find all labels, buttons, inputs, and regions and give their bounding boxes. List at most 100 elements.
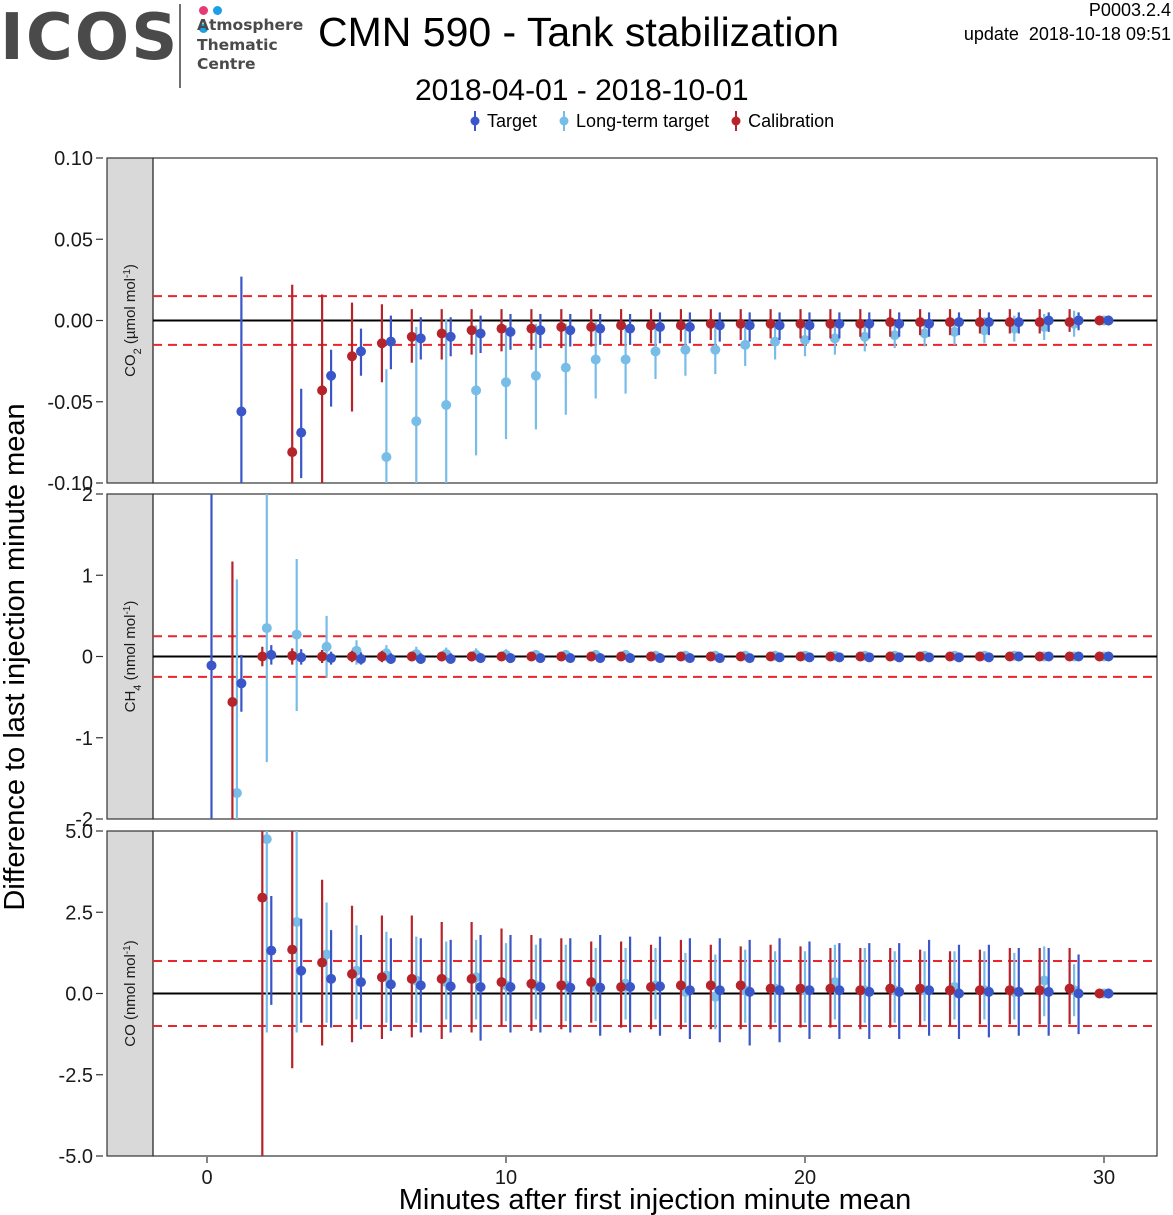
target-point: [236, 678, 247, 689]
target-point: [326, 653, 337, 664]
target-point: [834, 985, 845, 996]
logo-dots: [199, 2, 239, 33]
calibration-point: [227, 697, 238, 707]
strip-label: CO (nmol mol-1): [122, 940, 140, 1046]
target-point: [535, 982, 546, 992]
calibration-point: [436, 328, 447, 339]
target-point: [654, 653, 665, 664]
target-point: [326, 973, 337, 984]
calibration-point: [496, 651, 507, 662]
target-point: [445, 331, 456, 342]
calibration-point: [825, 983, 836, 994]
calibration-point: [915, 317, 926, 328]
calibration-point: [765, 651, 776, 662]
calibration-point: [556, 651, 567, 662]
calibration-point: [885, 651, 896, 662]
panel-plot-area: [153, 494, 1157, 819]
calibration-point: [257, 651, 268, 662]
long-term-target-point: [501, 377, 511, 388]
calibration-point: [317, 651, 328, 662]
calibration-point: [1004, 317, 1015, 328]
strip-label: CO2 (µmol mol-1): [122, 264, 145, 377]
long-term-target-point: [261, 834, 272, 845]
target-point: [266, 945, 277, 956]
calibration-point: [1034, 317, 1045, 328]
panel-plot-area: [153, 276, 1157, 483]
long-term-target-point: [291, 629, 302, 640]
calibration-point: [466, 651, 477, 662]
target-point: [1073, 315, 1084, 326]
long-term-target-point: [650, 346, 661, 357]
target-point: [385, 979, 396, 990]
target-point: [744, 653, 755, 664]
calibration-point: [317, 957, 328, 968]
calibration-point: [1034, 651, 1045, 662]
strip-label-part: -1: [122, 269, 133, 278]
target-point: [804, 320, 815, 331]
target-point: [1013, 651, 1024, 662]
long-term-target-point: [800, 335, 810, 345]
panel-2: CO (nmol mol-1) -5.0 -2.5 0.0 2.5 5.0: [59, 821, 1158, 1168]
x-tick-label: 20: [794, 1167, 816, 1189]
target-point: [236, 406, 247, 417]
long-term-target-point: [441, 400, 452, 410]
target-point: [415, 333, 426, 344]
target-point: [475, 328, 486, 339]
chart-subtitle: 2018-04-01 - 2018-10-01: [415, 74, 749, 107]
calibration-point: [556, 980, 567, 991]
logo-subtitle: Atmosphere Thematic Centre: [197, 16, 304, 73]
target-point: [774, 320, 785, 331]
calibration-point: [705, 651, 716, 662]
long-term-target-point: [620, 354, 631, 365]
target-point: [445, 653, 456, 664]
calibration-point: [287, 447, 298, 458]
target-point: [445, 981, 456, 992]
calibration-point: [496, 323, 507, 334]
target-point: [206, 660, 217, 671]
calibration-point: [675, 651, 686, 662]
target-point: [625, 653, 636, 664]
calibration-point: [915, 983, 926, 994]
target-point: [654, 981, 665, 992]
calibration-point: [586, 651, 597, 662]
calibration-point: [974, 651, 985, 662]
strip-label-part: ): [122, 940, 139, 945]
target-point: [774, 985, 785, 996]
calibration-point: [765, 983, 776, 994]
calibration-point: [825, 318, 836, 329]
calibration-point: [974, 985, 985, 996]
y-tick-label: -0.05: [47, 392, 93, 414]
calibration-point: [496, 977, 507, 988]
calibration-point: [406, 651, 417, 662]
legend-key-calibration: [731, 111, 741, 131]
calibration-point: [765, 318, 776, 329]
target-point: [894, 652, 905, 663]
target-point: [415, 980, 426, 991]
calibration-point: [1094, 651, 1105, 662]
strip-label: CH4 (nmol mol-1): [122, 601, 145, 713]
target-point: [355, 346, 366, 357]
target-point: [774, 652, 785, 663]
calibration-point: [376, 651, 387, 662]
target-point: [864, 318, 875, 329]
icos-logo-text: ICOS: [0, 1, 180, 75]
calibration-point: [466, 973, 477, 984]
long-term-target-point: [680, 344, 691, 355]
target-point: [355, 977, 366, 988]
y-tick-label: -2.5: [59, 1065, 93, 1087]
calibration-point: [735, 651, 746, 662]
target-point: [1073, 651, 1084, 662]
logo-separator: [179, 4, 181, 88]
target-point: [1013, 986, 1024, 997]
calibration-point: [347, 651, 358, 662]
target-point: [535, 653, 546, 664]
calibration-point: [347, 969, 358, 979]
long-term-target-point: [1039, 975, 1050, 986]
long-term-target-point: [740, 339, 751, 350]
strip-label-part: -1: [122, 945, 133, 954]
target-point: [505, 326, 516, 337]
target-point: [415, 653, 426, 664]
target-point: [266, 649, 277, 660]
target-point: [1043, 315, 1054, 326]
